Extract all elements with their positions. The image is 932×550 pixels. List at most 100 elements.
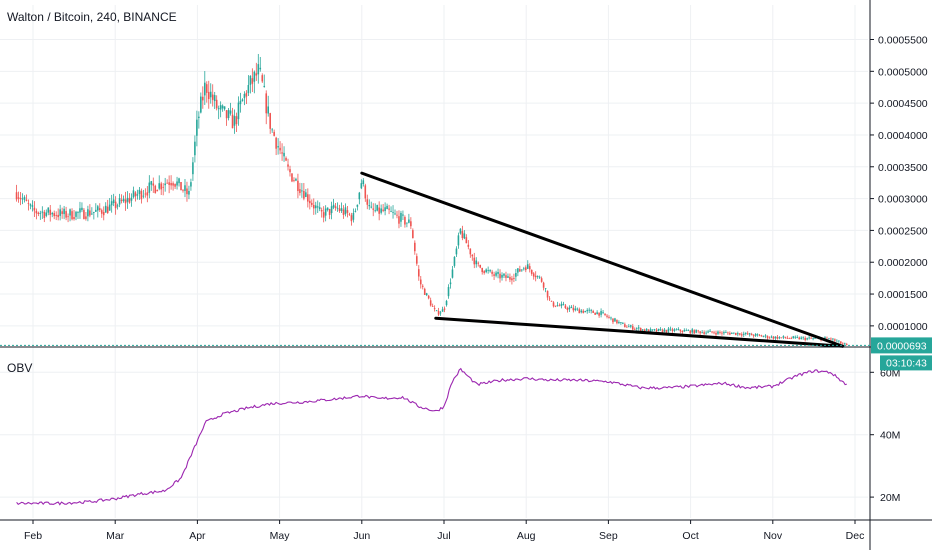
candle-body [229,110,232,114]
candle-body [285,157,287,161]
candle-body [408,219,410,223]
candle-body [160,183,163,190]
candle-body [548,298,551,300]
candle-body [532,273,535,277]
candle-body [495,272,497,276]
candle-body [15,192,18,200]
candle-body [620,322,622,323]
time-tick-label: Nov [763,530,782,542]
candle-body [570,306,573,309]
candle-body [628,326,630,328]
candle-body [511,278,513,281]
price-axis[interactable]: 0.0005500 0.0005000 0.0004500 0.0004000 0.00… [870,34,928,333]
candle-body [162,186,164,188]
price-tick-label: 0.0001500 [878,289,928,301]
candle-body [459,228,462,234]
candle-body [645,328,648,331]
candle-body [544,288,547,290]
candle-body [806,338,808,340]
candle-body [396,214,398,216]
candle-body [830,338,832,340]
candle-body [295,178,297,181]
candle-body [150,181,153,185]
time-tick-label: Mar [106,530,125,542]
candle-body [836,340,838,342]
candle-body [43,211,46,219]
candle-body [754,333,757,336]
candle-body [748,333,751,335]
candle-body [778,337,781,339]
candle-body [762,336,765,338]
candle-body [558,305,561,307]
candle-body [203,82,206,96]
candle-body [443,308,446,310]
candle-body [705,332,707,334]
candle-body [556,305,559,307]
candle-body [310,202,313,205]
lower-trendline[interactable] [434,316,845,348]
time-axis[interactable]: Feb Mar Apr May Jun Jul Aug Sep Oct Nov Dec [24,520,864,542]
candle-body [521,269,523,271]
candle-body [239,100,242,105]
candle-body [838,340,840,342]
candle-body [633,328,636,330]
candle-body [542,282,545,288]
obv-line [16,367,847,506]
candle-body [669,328,672,330]
candle-body [305,192,307,197]
candle-body [263,85,266,88]
candle-body [352,212,355,220]
candle-body [764,335,767,337]
candle-body [237,102,240,120]
candle-body [279,147,281,151]
candle-body [247,85,250,94]
grid [0,5,868,518]
candle-body [235,116,238,125]
candle-body [412,230,414,239]
candle-body [386,205,388,210]
candle-body [725,332,727,333]
candle-body [243,93,246,99]
trendline-layer[interactable] [360,171,845,348]
candle-body [344,207,347,215]
candle-body [534,275,537,278]
candle-body [784,336,787,338]
candle-body [515,272,517,277]
candle-body [332,204,335,208]
candle-body [814,337,816,339]
candle-body [695,329,697,333]
candle-body [217,108,220,110]
candle-body [112,199,115,203]
candle-body [693,330,696,334]
candle-body [89,210,91,216]
candle-body [431,306,434,307]
candle-body [334,206,337,208]
candle-body [98,208,101,211]
candle-body [180,182,182,191]
candle-body [738,333,741,335]
upper-trendline[interactable] [360,171,845,348]
candle-body [384,207,386,212]
candle-body [812,338,814,340]
candle-body [410,221,412,227]
candle-body [346,210,349,213]
candle-body [487,270,489,271]
candle-body [772,336,775,339]
candle-body [326,207,329,210]
candle-body [616,319,618,324]
candle-body [207,91,210,100]
candle-body [342,209,345,215]
candle-body [756,334,759,336]
candle-body [473,257,476,265]
candle-body [31,205,34,207]
candle-body [479,264,482,268]
candle-body [731,333,733,334]
candle-body [41,211,44,213]
candle-body [493,274,495,276]
candle-body [437,310,440,315]
candle-body [108,204,111,211]
candle-body [786,337,789,339]
candle-body [261,75,264,82]
